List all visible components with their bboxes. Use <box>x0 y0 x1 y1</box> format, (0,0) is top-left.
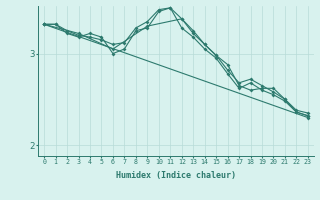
X-axis label: Humidex (Indice chaleur): Humidex (Indice chaleur) <box>116 171 236 180</box>
